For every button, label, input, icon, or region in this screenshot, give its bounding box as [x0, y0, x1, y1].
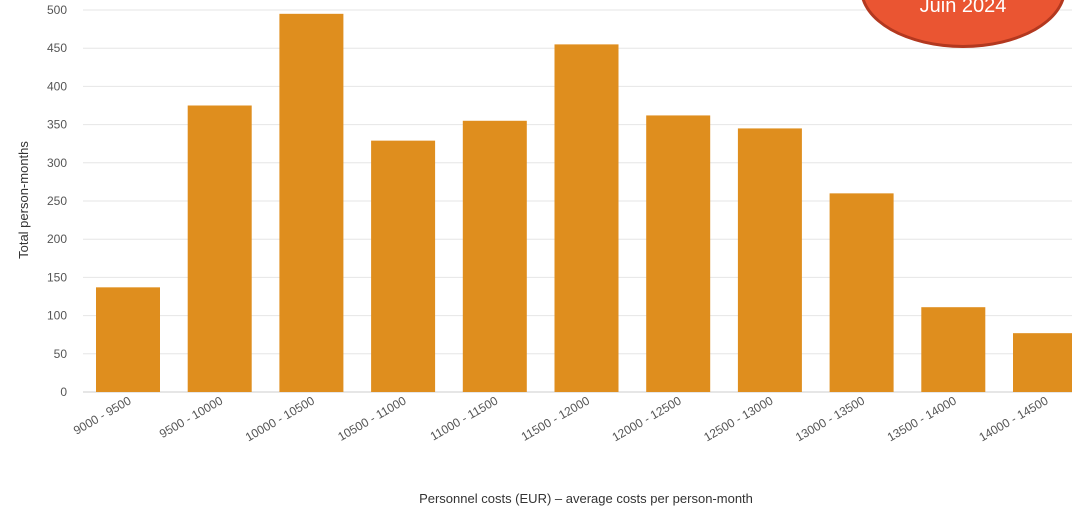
x-tick-label: 13500 - 14000: [885, 393, 959, 444]
y-tick-label: 200: [47, 232, 67, 246]
bar[interactable]: [462, 120, 527, 392]
bar[interactable]: [279, 13, 344, 392]
x-tick-label: 10500 - 11000: [335, 393, 409, 444]
bar[interactable]: [829, 193, 894, 392]
y-tick-label: 350: [47, 118, 67, 132]
bar[interactable]: [96, 287, 160, 392]
bar[interactable]: [187, 105, 252, 393]
x-tick-label: 9500 - 10000: [157, 393, 226, 441]
y-tick-label: 0: [60, 385, 67, 399]
x-tick-label: 11500 - 12000: [519, 393, 593, 444]
y-tick-label: 400: [47, 79, 67, 93]
y-tick-label: 450: [47, 41, 67, 55]
y-tick-label: 100: [47, 309, 67, 323]
bar[interactable]: [921, 307, 986, 392]
x-tick-label: 13000 - 13500: [793, 393, 867, 444]
x-tick-label: 10000 - 10500: [243, 393, 317, 444]
y-tick-label: 300: [47, 156, 67, 170]
x-axis-title: Personnel costs (EUR) – average costs pe…: [419, 491, 753, 506]
bar[interactable]: [646, 115, 711, 392]
bar[interactable]: [554, 44, 619, 392]
y-tick-label: 50: [54, 347, 68, 361]
y-tick-label: 500: [47, 3, 67, 17]
bar[interactable]: [371, 140, 436, 392]
badge-text: Juin 2024: [919, 0, 1007, 17]
x-tick-label: 12000 - 12500: [610, 393, 684, 444]
y-tick-label: 150: [47, 270, 67, 284]
x-tick-label: 9000 - 9500: [71, 393, 134, 437]
x-tick-label: 14000 - 14500: [976, 393, 1050, 444]
bar[interactable]: [1013, 333, 1072, 392]
bar[interactable]: [737, 128, 802, 393]
y-axis-ticks: 0 50 100 150 200 250 300 350 400 450 500: [47, 3, 67, 399]
y-axis-title: Total person-months: [16, 141, 31, 259]
y-tick-label: 250: [47, 194, 67, 208]
x-axis-ticks: 9000 - 9500 9500 - 10000 10000 - 10500 1050…: [71, 393, 1051, 444]
x-tick-label: 12500 - 13000: [701, 393, 775, 444]
x-tick-label: 11000 - 11500: [428, 393, 501, 443]
bars: [96, 13, 1072, 393]
